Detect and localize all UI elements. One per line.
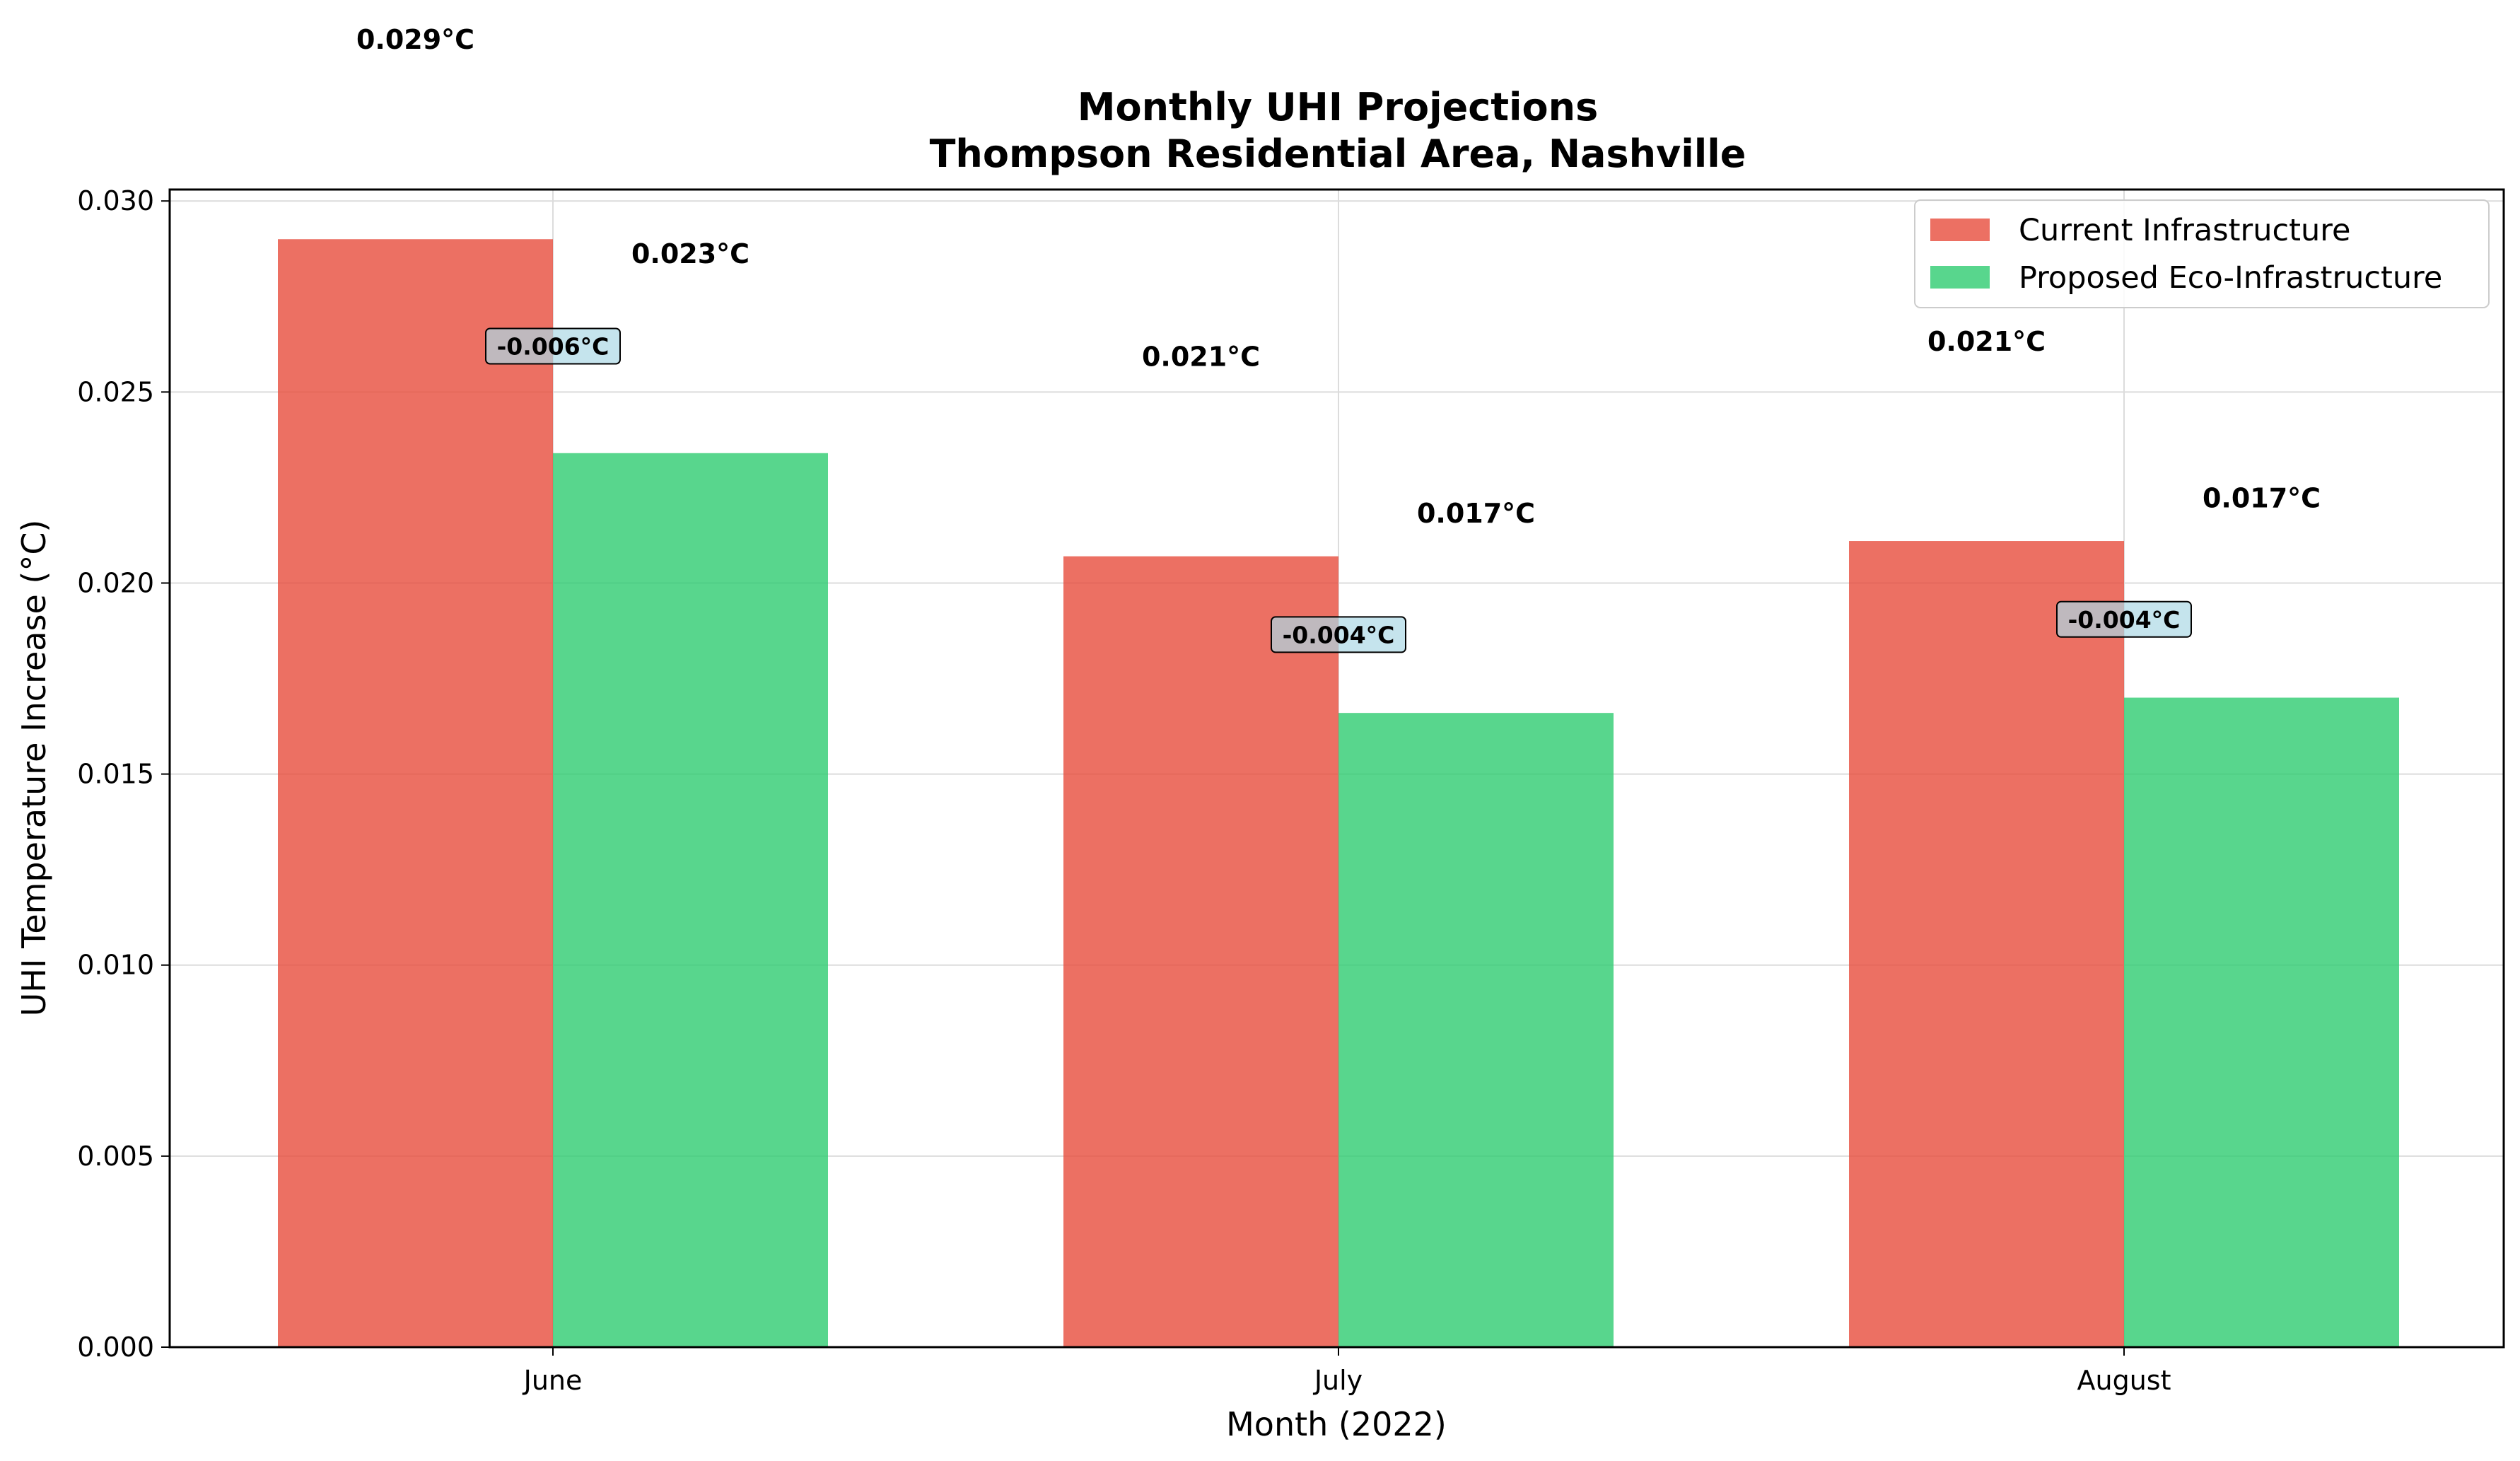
chart-subtitle: Thompson Residential Area, Nashville [930,132,1746,176]
y-tick-label: 0.005 [77,1141,154,1172]
plot-frame [168,188,2505,1349]
bar-value-label: 0.021°C [1927,326,2046,357]
value-labels: 0.029°C 0.021°C 0.021°C 0.023°C 0.017°C 0.017… [356,24,2321,653]
bar-proposed [2124,697,2399,1347]
difference-label: -0.006°C [497,333,609,361]
difference-box [1271,616,1406,653]
bar-proposed [1338,713,1614,1347]
y-tick-label: 0.020 [77,567,154,598]
legend-entry: Proposed Eco-Infrastructure [2019,260,2442,296]
y-tick-label: 0.015 [77,759,154,790]
y-tick-label: 0.000 [77,1332,154,1363]
y-tick-label: 0.010 [77,950,154,981]
legend-box [1914,199,2490,308]
legend: Current Infrastructure Proposed Eco-Infra… [1914,199,2490,308]
bar-current [1063,556,1338,1347]
bar-value-label: 0.017°C [1417,498,1535,529]
bar-proposed [553,453,828,1347]
x-tick-label: August [2077,1365,2171,1396]
bar-value-label: 0.023°C [631,238,749,269]
bar-value-label: 0.021°C [1142,342,1260,373]
chart-title: Monthly UHI Projections [1078,85,1598,129]
difference-box [485,327,621,365]
bar-value-label: 0.029°C [356,24,474,55]
y-tick-label: 0.030 [77,185,154,216]
difference-annotation: -0.006°C [485,327,621,365]
y-axis-label: UHI Temperature Increase (°C) [15,520,53,1017]
bar-value-label: 0.017°C [2203,483,2321,514]
x-axis-label: Month (2022) [1226,1405,1447,1443]
legend-swatch [1930,219,1990,241]
difference-label: -0.004°C [2068,606,2181,634]
x-tick-label: July [1313,1365,1363,1396]
x-tick-label: June [523,1365,583,1396]
legend-entry: Current Infrastructure [2019,213,2350,248]
difference-box [2056,600,2192,638]
y-tick-label: 0.025 [77,376,154,407]
bar-current [278,239,553,1347]
legend-swatch [1930,266,1990,289]
bar-current [1849,541,2124,1347]
difference-annotation: -0.004°C [1271,616,1406,653]
difference-annotation: -0.004°C [2056,600,2192,638]
axes: 0.000 0.005 0.010 0.015 0.020 0.025 0.030 June J… [77,185,2171,1396]
difference-label: -0.004°C [1283,621,1395,648]
bars [278,239,2399,1347]
